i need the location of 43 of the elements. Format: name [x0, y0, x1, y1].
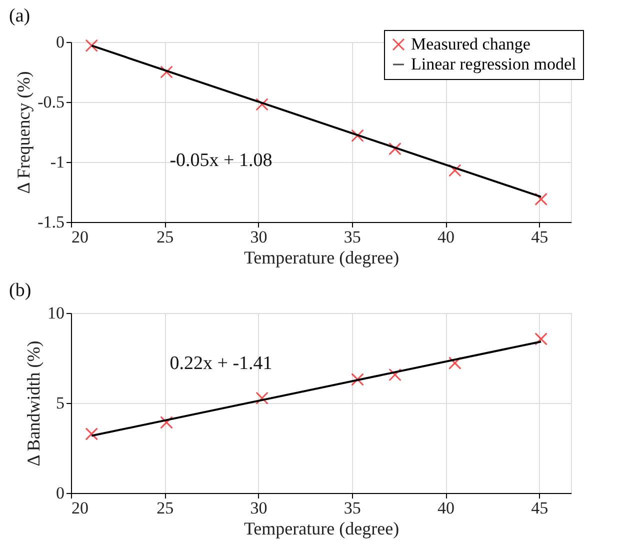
- y-axis-title: Δ Bandwidth (%): [24, 340, 44, 466]
- x-tick-label: 40: [438, 498, 455, 518]
- point: [388, 142, 401, 155]
- point: [160, 66, 172, 78]
- point: [448, 164, 461, 176]
- y-axis-title: Δ Frequency (%): [14, 71, 34, 194]
- x-tick-label: 35: [344, 498, 361, 518]
- y-tick-label: -1: [50, 152, 64, 172]
- y-tick-label: -0.5: [38, 92, 64, 112]
- x-tick-label: 20: [72, 228, 88, 246]
- chart-title: (b): [9, 280, 32, 301]
- y-tick-label: -1.5: [38, 212, 64, 232]
- point: [256, 98, 268, 110]
- x-axis-title: Temperature (degree): [244, 248, 400, 268]
- x-axis-title: Temperature (degree): [244, 518, 400, 538]
- point: [86, 40, 98, 52]
- legend-label: Linear regression model: [411, 54, 576, 74]
- point: [535, 332, 548, 345]
- x-tick-label: 25: [156, 498, 174, 518]
- y-tick-label: 10: [48, 304, 64, 322]
- x-tick-label: 25: [156, 228, 174, 246]
- point: [388, 368, 401, 381]
- point: [448, 357, 461, 370]
- x-tick-label: 30: [250, 228, 268, 246]
- point: [160, 416, 172, 428]
- point: [352, 130, 364, 142]
- y-tick-label: 0: [56, 484, 64, 502]
- y-tick-label: 0: [56, 32, 64, 52]
- x-tick-label: 30: [250, 498, 268, 518]
- x-tick-label: 45: [531, 228, 548, 246]
- x-tick-label: 40: [438, 228, 455, 246]
- point: [86, 428, 98, 440]
- point: [352, 373, 364, 386]
- chart-title: (a): [9, 6, 30, 26]
- x-tick-label: 35: [344, 228, 361, 246]
- y-tick-label: 5: [56, 394, 64, 412]
- annotation: 0.22x + -1.41: [170, 353, 272, 374]
- point: [256, 392, 268, 404]
- legend-label: Measured change: [411, 34, 530, 54]
- x-tick-label: 45: [531, 498, 548, 518]
- annotation: -0.05x + 1.08: [170, 150, 272, 171]
- point: [535, 193, 548, 206]
- x-tick-label: 20: [72, 498, 88, 518]
